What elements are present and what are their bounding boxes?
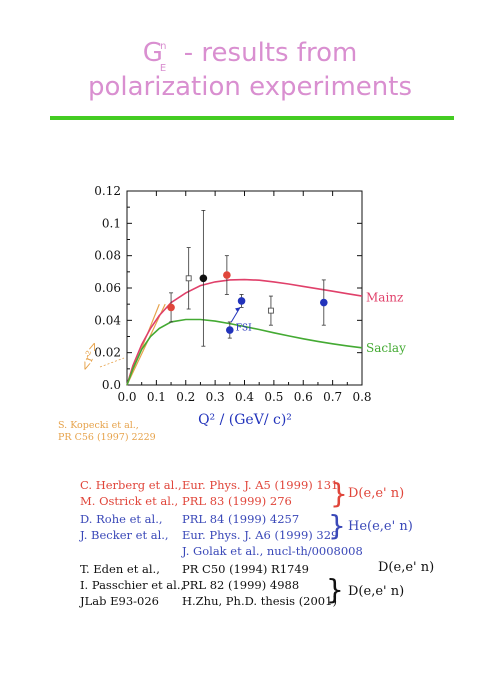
y-tick-label: 0.1 [102, 216, 121, 230]
fsi-arrow [230, 307, 241, 323]
reaction-d-eden: D(e,e' n) [378, 560, 434, 575]
reaction-d-nn-text: D(e,e' n) [348, 486, 405, 501]
reference-author: C. Herberg et al., [80, 478, 182, 492]
reference-citation: PRL 82 (1999) 4988 [182, 578, 300, 592]
data-point-open [267, 307, 274, 314]
x-tick-label: 0.0 [117, 390, 136, 404]
reference-citation: PRL 83 (1999) 276 [182, 494, 292, 508]
title-g: G [142, 38, 163, 68]
x-tick-label: 0.1 [147, 390, 166, 404]
x-tick-label: 0.5 [264, 390, 283, 404]
reference-author: I. Passchier et al., [80, 578, 185, 592]
mainz-label: Mainz [366, 291, 403, 305]
y-tick-label: 0.08 [94, 249, 121, 263]
reaction-he: He(e,e' n) [348, 519, 413, 534]
green-divider [50, 116, 454, 120]
curve-mainz [126, 278, 363, 386]
data-point [320, 298, 328, 307]
reference-citation: Eur. Phys. J. A6 (1999) 329 [182, 528, 339, 542]
reference-citation: PR C50 (1994) R1749 [182, 562, 309, 576]
reaction-he-text: He(e,e' n) [348, 519, 413, 534]
brace-2: } [328, 509, 346, 542]
data-point [226, 326, 234, 334]
x-tick-label: 0.2 [176, 390, 195, 404]
reference-citation: H.Zhu, Ph.D. thesis (2001) [182, 594, 337, 608]
reference-author: JLab E93-026 [80, 594, 159, 608]
reaction-d-polarized: D(e,e' n) [348, 584, 404, 599]
page-title-line2: polarization experiments [87, 72, 412, 102]
reaction-d-nn: D(e,e' n) [348, 486, 404, 501]
title-rest: - results from [175, 38, 358, 68]
x-tick-label: 0.7 [323, 390, 342, 404]
reference-author: J. Becker et al., [80, 528, 169, 542]
data-point [223, 271, 231, 279]
data-point [199, 274, 208, 283]
slope-line [126, 303, 166, 386]
rmsr-pointer [99, 357, 125, 368]
y-tick-label: 0.12 [94, 184, 121, 198]
reference-citation: PRL 84 (1999) 4257 [182, 512, 300, 526]
y-tick-label: 0.0 [102, 378, 121, 392]
kopecki-line2: PR C56 (1997) 2229 [58, 432, 156, 443]
reaction-d-eden-text: D(e,e' n) [378, 560, 435, 575]
y-tick-label: 0.06 [94, 281, 121, 295]
brace-3: } [326, 573, 344, 606]
reference-citation: Eur. Phys. J. A5 (1999) 131 [182, 478, 339, 492]
x-tick-label: 0.8 [352, 390, 371, 404]
x-axis-label: Q² / (GeV/ c)² [198, 412, 292, 428]
title-superscript: n [160, 41, 167, 52]
x-tick-label: 0.6 [294, 390, 313, 404]
reaction-d-polarized-text: D(e,e' n) [348, 584, 405, 599]
data-point-open [185, 275, 192, 282]
brace-1: } [330, 477, 348, 510]
title-subscript: E [159, 63, 167, 74]
plot-frame [126, 190, 363, 386]
fsi-label: FSI [236, 323, 252, 333]
reference-author: T. Eden et al., [80, 562, 160, 576]
page-title-line1: GEn - results from [0, 38, 500, 74]
y-tick-label: 0.04 [94, 313, 121, 327]
y-tick-label: 0.02 [94, 346, 121, 360]
kopecki-line1: S. Kopecki et al., [58, 420, 139, 431]
x-tick-label: 0.3 [206, 390, 225, 404]
data-point [167, 303, 175, 312]
reference-author: M. Ostrick et al., [80, 494, 179, 508]
x-tick-label: 0.4 [235, 390, 254, 404]
reference-author: D. Rohe et al., [80, 512, 163, 526]
saclay-label: Saclay [366, 341, 406, 355]
fsi-arrowhead [235, 307, 241, 312]
data-point [237, 297, 246, 305]
reference-citation: J. Golak et al., nucl-th/0008008 [182, 544, 363, 558]
